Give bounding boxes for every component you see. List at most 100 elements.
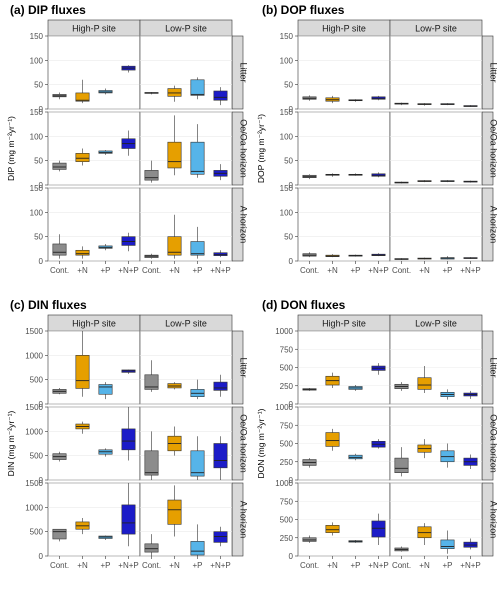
box bbox=[75, 249, 90, 256]
column-strip-label: Low-P site bbox=[415, 24, 457, 34]
y-tick-label: 0 bbox=[289, 181, 294, 190]
y-tick-label: 100 bbox=[280, 132, 294, 141]
y-tick-label: 500 bbox=[30, 452, 44, 461]
column-strip-label: High-P site bbox=[322, 24, 366, 34]
x-tick-label: +N+P bbox=[210, 561, 230, 570]
row-strip-label: Litter bbox=[489, 62, 499, 82]
x-tick-label: +N bbox=[77, 266, 88, 275]
y-tick-label: 150 bbox=[30, 32, 44, 41]
x-tick-label: Cont. bbox=[392, 561, 411, 570]
y-tick-label: 0 bbox=[39, 476, 44, 485]
row-strip-label: Litter bbox=[239, 62, 249, 82]
panel-background bbox=[389, 35, 483, 110]
y-tick-label: 1000 bbox=[275, 327, 293, 336]
y-tick-label: 1500 bbox=[25, 403, 43, 412]
box bbox=[394, 457, 409, 474]
row-strip-label: A horizon bbox=[489, 206, 499, 244]
x-tick-label: +N+P bbox=[368, 561, 388, 570]
y-tick-label: 100 bbox=[280, 56, 294, 65]
y-tick-label: 50 bbox=[34, 233, 43, 242]
box bbox=[325, 432, 340, 447]
box bbox=[144, 374, 159, 390]
x-tick-label: +P bbox=[350, 266, 360, 275]
x-tick-label: Cont. bbox=[392, 266, 411, 275]
panel-background bbox=[389, 111, 483, 186]
column-strip-label: Low-P site bbox=[165, 319, 207, 329]
row-strip-label: A horizon bbox=[489, 501, 499, 539]
row-strip-label: Litter bbox=[239, 357, 249, 377]
box bbox=[167, 499, 182, 525]
y-tick-label: 0 bbox=[39, 400, 44, 409]
x-tick-label: +P bbox=[100, 266, 110, 275]
x-tick-label: +N+P bbox=[118, 266, 138, 275]
y-tick-label: 500 bbox=[280, 440, 294, 449]
chart-title: (a) DIP fluxes bbox=[10, 3, 86, 17]
y-tick-label: 1000 bbox=[25, 351, 43, 360]
row-strip-label: A horizon bbox=[239, 501, 249, 539]
panel-background bbox=[47, 35, 141, 110]
chart-3: (c) DIN fluxes High-P site Low-P site Litte… bbox=[6, 298, 249, 570]
y-axis-label: DON (mg m⁻²yr⁻¹) bbox=[256, 408, 266, 478]
box bbox=[52, 243, 67, 256]
y-tick-label: 750 bbox=[280, 497, 294, 506]
y-tick-label: 0 bbox=[39, 105, 44, 114]
y-tick-label: 150 bbox=[280, 108, 294, 117]
y-tick-label: 0 bbox=[39, 257, 44, 266]
box bbox=[190, 241, 205, 256]
box bbox=[190, 141, 205, 175]
y-tick-label: 750 bbox=[280, 345, 294, 354]
box bbox=[98, 384, 113, 395]
y-tick-label: 750 bbox=[280, 421, 294, 430]
y-tick-label: 500 bbox=[280, 516, 294, 525]
chart-4: (d) DON fluxes High-P site Low-P site Litte… bbox=[256, 298, 499, 570]
column-strip-label: High-P site bbox=[72, 24, 116, 34]
x-tick-label: +N bbox=[419, 561, 430, 570]
y-tick-label: 50 bbox=[284, 81, 293, 90]
y-tick-label: 1000 bbox=[25, 427, 43, 436]
box bbox=[325, 525, 340, 533]
chart-title: (c) DIN fluxes bbox=[10, 298, 87, 312]
x-tick-label: +N bbox=[327, 561, 338, 570]
y-tick-label: 50 bbox=[284, 233, 293, 242]
box bbox=[167, 141, 182, 169]
column-strip-label: High-P site bbox=[72, 319, 116, 329]
box bbox=[213, 252, 228, 256]
x-tick-label: +N bbox=[327, 266, 338, 275]
box bbox=[121, 504, 136, 535]
y-tick-label: 250 bbox=[280, 382, 294, 391]
y-tick-label: 1500 bbox=[25, 479, 43, 488]
y-tick-label: 0 bbox=[289, 105, 294, 114]
column-strip-label: Low-P site bbox=[165, 24, 207, 34]
y-tick-label: 1000 bbox=[25, 503, 43, 512]
x-tick-label: +N+P bbox=[210, 266, 230, 275]
y-tick-label: 150 bbox=[30, 184, 44, 193]
box bbox=[52, 528, 67, 540]
box bbox=[190, 450, 205, 477]
x-tick-label: +N bbox=[169, 266, 180, 275]
y-tick-label: 0 bbox=[289, 400, 294, 409]
y-tick-label: 100 bbox=[30, 208, 44, 217]
box bbox=[167, 236, 182, 256]
y-tick-label: 250 bbox=[280, 458, 294, 467]
x-tick-label: +P bbox=[192, 561, 202, 570]
y-tick-label: 50 bbox=[284, 157, 293, 166]
x-tick-label: Cont. bbox=[142, 266, 161, 275]
x-tick-label: +P bbox=[442, 561, 452, 570]
box bbox=[144, 543, 159, 553]
box bbox=[121, 428, 136, 451]
box bbox=[167, 88, 182, 97]
y-tick-label: 500 bbox=[30, 528, 44, 537]
x-tick-label: +N+P bbox=[460, 266, 480, 275]
y-axis-label: DIP (mg m⁻²yr⁻¹) bbox=[6, 116, 16, 181]
y-tick-label: 100 bbox=[30, 132, 44, 141]
x-tick-label: +N bbox=[169, 561, 180, 570]
x-tick-label: +P bbox=[350, 561, 360, 570]
box bbox=[440, 539, 455, 550]
panel-background bbox=[297, 111, 391, 186]
y-tick-label: 0 bbox=[289, 257, 294, 266]
x-tick-label: +N bbox=[77, 561, 88, 570]
box bbox=[417, 377, 432, 390]
x-tick-label: Cont. bbox=[50, 266, 69, 275]
y-tick-label: 1500 bbox=[25, 327, 43, 336]
